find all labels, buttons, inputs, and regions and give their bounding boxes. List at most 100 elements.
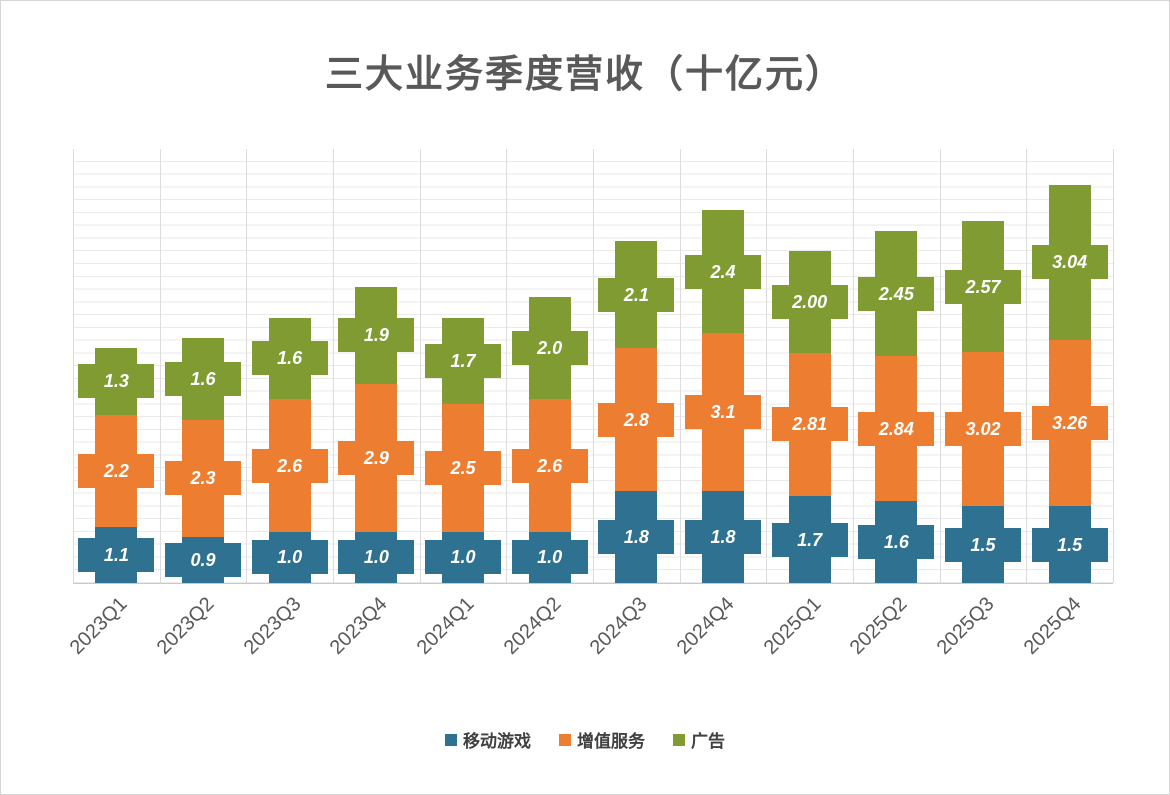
bar-segment-mobile-games[interactable]: 1.1 — [78, 526, 155, 583]
bar-column: 0.9 2.3 1.6 — [160, 149, 247, 583]
bar-segment-mobile-games[interactable]: 1.8 — [598, 491, 675, 583]
bar-segment-value-added[interactable]: 3.1 — [684, 332, 761, 492]
data-label: 1.5 — [1031, 527, 1108, 562]
bar-column: 1.1 2.2 1.3 — [73, 149, 160, 583]
data-label: 3.26 — [1031, 406, 1108, 441]
bar-segment-mobile-games[interactable]: 1.5 — [1031, 506, 1108, 583]
bar-segment-advertising[interactable]: 1.7 — [424, 317, 501, 405]
bar-segment-value-added[interactable]: 3.26 — [1031, 339, 1108, 507]
vertical-gridline — [333, 149, 334, 583]
legend-swatch-icon — [445, 733, 457, 746]
data-label: 2.5 — [424, 451, 501, 486]
x-axis-label: 2023Q3 — [239, 593, 306, 659]
legend-label: 移动游戏 — [463, 732, 531, 751]
x-axis-label: 2024Q4 — [672, 593, 739, 659]
bar-segment-value-added[interactable]: 2.81 — [771, 352, 848, 497]
data-label: 0.9 — [164, 543, 241, 578]
bar-segment-mobile-games[interactable]: 1.7 — [771, 496, 848, 583]
vertical-gridline — [679, 149, 681, 583]
bar-segment-value-added[interactable]: 2.8 — [598, 348, 675, 492]
bar-segment-value-added[interactable]: 2.6 — [511, 399, 588, 532]
bar-segment-mobile-games[interactable]: 0.9 — [164, 537, 241, 583]
vertical-gridline — [593, 149, 594, 583]
bar-segment-mobile-games[interactable]: 1.0 — [511, 531, 588, 583]
data-label: 1.0 — [338, 540, 415, 575]
vertical-gridline — [506, 149, 508, 583]
data-label: 1.5 — [944, 527, 1021, 562]
vertical-gridline — [159, 149, 161, 583]
bar-segment-value-added[interactable]: 2.2 — [78, 414, 155, 527]
x-axis-label: 2023Q4 — [326, 593, 392, 659]
data-label: 2.6 — [251, 448, 328, 483]
x-axis-label: 2025Q1 — [759, 593, 826, 659]
bar-segment-advertising[interactable]: 2.57 — [944, 221, 1021, 353]
legend-item[interactable]: 移动游戏 — [445, 727, 531, 752]
data-label: 2.6 — [511, 448, 588, 483]
bar-column: 1.7 2.81 2.00 — [766, 149, 853, 583]
data-label: 1.7 — [424, 343, 501, 378]
bar-segment-advertising[interactable]: 2.1 — [598, 240, 675, 349]
vertical-gridline — [73, 149, 74, 583]
bar-segment-value-added[interactable]: 2.3 — [164, 419, 241, 538]
legend-item[interactable]: 增值服务 — [559, 727, 645, 752]
legend-label: 广告 — [691, 732, 725, 751]
bar-segment-mobile-games[interactable]: 1.0 — [251, 531, 328, 583]
bar-segment-advertising[interactable]: 2.45 — [858, 231, 935, 357]
legend-item[interactable]: 广告 — [673, 727, 725, 752]
bar-segment-mobile-games[interactable]: 1.8 — [684, 491, 761, 583]
bar-column: 1.5 3.02 2.57 — [940, 149, 1027, 583]
x-axis-label: 2025Q4 — [1019, 593, 1086, 659]
bar-column: 1.8 2.8 2.1 — [593, 149, 680, 583]
bar-segment-value-added[interactable]: 3.02 — [944, 352, 1021, 507]
bar-segment-advertising[interactable]: 1.6 — [164, 337, 241, 420]
x-axis-label: 2024Q3 — [586, 593, 652, 659]
data-label: 2.81 — [771, 407, 848, 442]
legend-label: 增值服务 — [577, 732, 645, 751]
vertical-gridline — [246, 149, 248, 583]
bar-segment-advertising[interactable]: 3.04 — [1031, 184, 1108, 340]
data-label: 2.84 — [858, 411, 935, 446]
data-label: 3.1 — [684, 394, 761, 429]
data-label: 1.0 — [511, 540, 588, 575]
data-label: 1.3 — [78, 364, 155, 399]
bar-segment-value-added[interactable]: 2.9 — [338, 383, 415, 532]
x-axis-label: 2023Q1 — [66, 593, 132, 659]
bar-segment-advertising[interactable]: 1.9 — [338, 286, 415, 384]
x-axis-label: 2025Q3 — [932, 593, 999, 659]
chart-legend: 移动游戏 增值服务 广告 — [1, 727, 1169, 752]
data-label: 3.04 — [1031, 245, 1108, 280]
bar-segment-advertising[interactable]: 1.3 — [78, 348, 155, 415]
data-label: 1.7 — [771, 522, 848, 557]
bar-column: 1.6 2.84 2.45 — [853, 149, 940, 583]
bar-segment-advertising[interactable]: 1.6 — [251, 317, 328, 400]
bar-column: 1.0 2.6 1.6 — [246, 149, 333, 583]
bar-segment-value-added[interactable]: 2.5 — [424, 404, 501, 532]
data-label: 1.6 — [858, 525, 935, 560]
vertical-gridline — [939, 149, 941, 583]
bar-column: 1.0 2.5 1.7 — [420, 149, 507, 583]
bar-segment-mobile-games[interactable]: 1.0 — [338, 531, 415, 583]
x-axis-label: 2024Q1 — [412, 593, 479, 659]
data-label: 3.02 — [944, 412, 1021, 447]
bar-segment-mobile-games[interactable]: 1.0 — [424, 531, 501, 583]
bar-segment-mobile-games[interactable]: 1.6 — [858, 501, 935, 583]
data-label: 1.0 — [251, 540, 328, 575]
bar-segment-advertising[interactable]: 2.0 — [511, 297, 588, 400]
data-label: 1.1 — [78, 537, 155, 572]
x-axis-label: 2025Q2 — [846, 593, 912, 659]
data-label: 2.0 — [511, 331, 588, 366]
data-label: 2.4 — [684, 254, 761, 289]
bar-segment-advertising[interactable]: 2.00 — [771, 250, 848, 353]
bar-segment-value-added[interactable]: 2.84 — [858, 356, 935, 502]
data-label: 1.0 — [424, 540, 501, 575]
bar-column: 1.0 2.9 1.9 — [333, 149, 420, 583]
bar-segment-advertising[interactable]: 2.4 — [684, 210, 761, 333]
bar-segment-value-added[interactable]: 2.6 — [251, 399, 328, 532]
bar-column: 1.8 3.1 2.4 — [680, 149, 767, 583]
data-label: 1.8 — [598, 520, 675, 555]
data-label: 2.00 — [771, 284, 848, 319]
data-label: 1.8 — [684, 520, 761, 555]
vertical-gridline — [766, 149, 768, 583]
bar-segment-mobile-games[interactable]: 1.5 — [944, 506, 1021, 583]
